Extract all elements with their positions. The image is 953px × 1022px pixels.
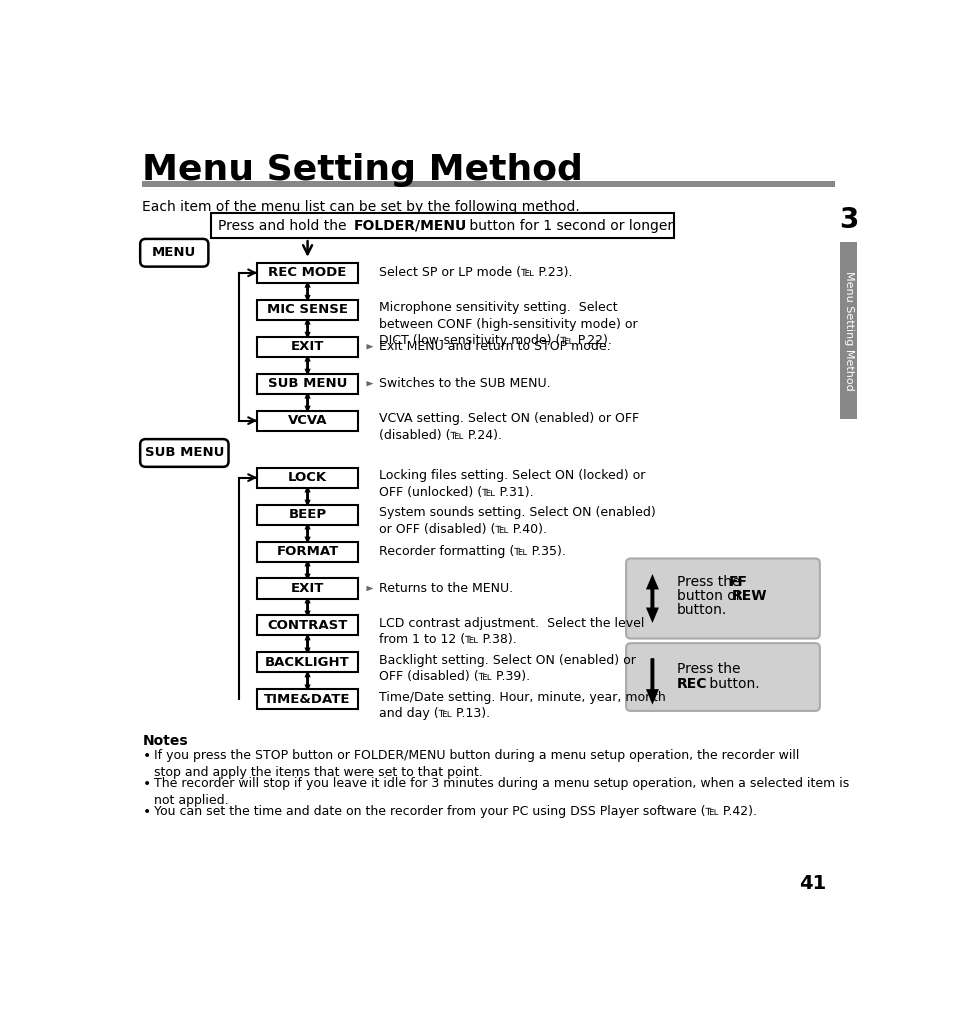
Text: REW: REW [731, 590, 766, 603]
Text: System sounds setting. Select ON (enabled)
or OFF (disabled) (℡ P.40).: System sounds setting. Select ON (enable… [378, 506, 655, 536]
Text: Returns to the MENU.: Returns to the MENU. [378, 582, 513, 595]
FancyArrow shape [306, 365, 309, 374]
FancyArrow shape [306, 496, 309, 505]
FancyBboxPatch shape [625, 558, 819, 639]
Bar [840, 242, 856, 419]
FancyArrow shape [359, 344, 373, 350]
Text: Press the: Press the [677, 661, 740, 676]
Bar [257, 336, 357, 357]
Bar [257, 578, 357, 599]
FancyArrow shape [306, 328, 309, 336]
Text: MENU: MENU [152, 246, 196, 260]
Text: SUB MENU: SUB MENU [268, 377, 347, 390]
Text: 41: 41 [798, 874, 825, 892]
Text: Backlight setting. Select ON (enabled) or
OFF (disabled) (℡ P.39).: Backlight setting. Select ON (enabled) o… [378, 654, 635, 684]
Text: Each item of the menu list can be set by the following method.: Each item of the menu list can be set by… [142, 199, 579, 214]
Text: Press and hold the: Press and hold the [218, 219, 351, 233]
FancyArrow shape [306, 357, 309, 365]
FancyArrow shape [306, 283, 309, 291]
Text: •: • [142, 805, 151, 819]
Text: Notes: Notes [142, 734, 188, 748]
Text: FOLDER/MENU: FOLDER/MENU [353, 219, 466, 233]
Text: EXIT: EXIT [291, 340, 324, 354]
FancyArrow shape [648, 599, 656, 618]
FancyArrow shape [306, 644, 309, 652]
Text: BACKLIGHT: BACKLIGHT [265, 656, 350, 669]
FancyArrow shape [648, 658, 656, 700]
Text: Time/Date setting. Hour, minute, year, month
and day (℡ P.13).: Time/Date setting. Hour, minute, year, m… [378, 691, 665, 721]
FancyArrow shape [648, 578, 656, 599]
FancyArrow shape [306, 561, 309, 570]
FancyArrow shape [306, 402, 309, 411]
Bar [257, 542, 357, 561]
Bar [257, 374, 357, 393]
FancyArrow shape [306, 533, 309, 542]
Bar [257, 468, 357, 487]
Text: EXIT: EXIT [291, 582, 324, 595]
FancyBboxPatch shape [140, 239, 208, 267]
Text: LCD contrast adjustment.  Select the level
from 1 to 12 (℡ P.38).: LCD contrast adjustment. Select the leve… [378, 617, 643, 647]
Text: SUB MENU: SUB MENU [145, 447, 224, 460]
Bar [257, 299, 357, 320]
Text: •: • [142, 749, 151, 763]
Bar [257, 615, 357, 636]
FancyArrow shape [306, 320, 309, 328]
FancyArrow shape [306, 636, 309, 644]
Text: button or: button or [677, 590, 745, 603]
Text: LOCK: LOCK [288, 471, 327, 484]
FancyArrow shape [306, 672, 309, 681]
Text: •: • [142, 777, 151, 791]
Text: CONTRAST: CONTRAST [267, 619, 348, 632]
Bar [257, 690, 357, 709]
Bar [211, 214, 674, 238]
Text: button for 1 second or longer.: button for 1 second or longer. [464, 219, 676, 233]
Text: FF: FF [728, 575, 747, 590]
FancyArrow shape [306, 524, 309, 533]
Text: Recorder formatting (℡ P.35).: Recorder formatting (℡ P.35). [378, 545, 565, 558]
Bar [257, 652, 357, 672]
Text: If you press the STOP button or FOLDER/MENU button during a menu setup operation: If you press the STOP button or FOLDER/M… [154, 749, 799, 779]
FancyArrow shape [306, 570, 309, 578]
Text: Press the: Press the [677, 575, 744, 590]
Text: You can set the time and date on the recorder from your PC using DSS Player soft: You can set the time and date on the rec… [154, 805, 757, 818]
Text: Select SP or LP mode (℡ P.23).: Select SP or LP mode (℡ P.23). [378, 267, 572, 279]
Text: button.: button. [677, 603, 727, 617]
Text: Microphone sensitivity setting.  Select
between CONF (high-sensitivity mode) or
: Microphone sensitivity setting. Select b… [378, 301, 637, 347]
FancyArrow shape [306, 681, 309, 690]
FancyBboxPatch shape [140, 439, 229, 467]
Text: BEEP: BEEP [288, 508, 326, 521]
Bar [257, 505, 357, 524]
FancyArrow shape [306, 487, 309, 496]
Text: TIME&DATE: TIME&DATE [264, 693, 351, 706]
Text: Switches to the SUB MENU.: Switches to the SUB MENU. [378, 377, 550, 390]
Text: MIC SENSE: MIC SENSE [267, 304, 348, 316]
Text: VCVA: VCVA [288, 414, 327, 427]
Bar [257, 411, 357, 430]
Text: Menu Setting Method: Menu Setting Method [842, 271, 853, 390]
FancyArrow shape [306, 599, 309, 607]
Text: Locking files setting. Select ON (locked) or
OFF (unlocked) (℡ P.31).: Locking files setting. Select ON (locked… [378, 469, 644, 499]
FancyArrow shape [306, 607, 309, 615]
Text: Menu Setting Method: Menu Setting Method [142, 153, 583, 187]
FancyArrow shape [359, 586, 373, 591]
Text: 3: 3 [838, 206, 858, 234]
FancyArrow shape [306, 291, 309, 299]
Bar [142, 181, 835, 187]
FancyBboxPatch shape [625, 643, 819, 711]
Text: VCVA setting. Select ON (enabled) or OFF
(disabled) (℡ P.24).: VCVA setting. Select ON (enabled) or OFF… [378, 412, 639, 442]
FancyArrow shape [306, 393, 309, 402]
Text: The recorder will stop if you leave it idle for 3 minutes during a menu setup op: The recorder will stop if you leave it i… [154, 777, 848, 806]
Text: button.: button. [704, 677, 759, 691]
Text: REC MODE: REC MODE [268, 267, 346, 279]
Text: REC: REC [677, 677, 707, 691]
Bar [257, 263, 357, 283]
Text: Exit MENU and return to STOP mode.: Exit MENU and return to STOP mode. [378, 340, 610, 354]
FancyArrow shape [359, 381, 373, 386]
Text: FORMAT: FORMAT [276, 545, 338, 558]
